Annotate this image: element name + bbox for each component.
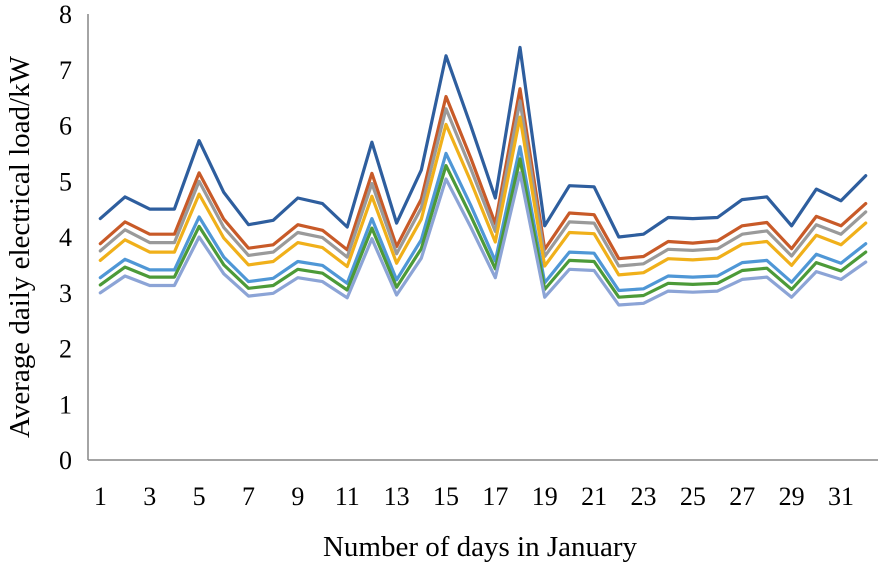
y-axis-title: Average daily electrical load/kW <box>4 55 36 438</box>
y-tick-label: 2 <box>59 335 72 364</box>
x-tick-label: 23 <box>630 482 656 511</box>
x-tick-label: 17 <box>482 482 508 511</box>
x-tick-label: 29 <box>779 482 805 511</box>
x-tick-label: 25 <box>680 482 706 511</box>
x-tick-label: 9 <box>291 482 304 511</box>
x-tick-label: 13 <box>384 482 410 511</box>
series-line-3 <box>98 99 868 268</box>
x-axis-ticks: 1 3 5 7 9 11 13 15 17 19 21 23 25 27 29 31 <box>94 482 854 511</box>
y-tick-label: 1 <box>59 390 72 419</box>
series-line-7 <box>98 171 868 307</box>
y-tick-label: 4 <box>59 223 72 252</box>
x-tick-label: 19 <box>532 482 558 511</box>
x-tick-label: 5 <box>193 482 206 511</box>
y-tick-label: 0 <box>59 446 72 475</box>
series-line-1 <box>98 45 868 239</box>
series-line-6 <box>98 157 868 299</box>
x-tick-label: 1 <box>94 482 107 511</box>
x-tick-label: 31 <box>828 482 854 511</box>
x-tick-label: 11 <box>335 482 360 511</box>
y-tick-label: 3 <box>59 279 72 308</box>
series-layer <box>98 45 868 307</box>
series-line-4 <box>98 115 868 277</box>
y-tick-label: 8 <box>59 0 72 29</box>
y-tick-label: 5 <box>59 167 72 196</box>
y-tick-label: 6 <box>59 112 72 141</box>
y-tick-label: 7 <box>59 56 72 85</box>
series-line-5 <box>98 145 868 293</box>
x-axis-title: Number of days in January <box>323 531 638 563</box>
y-axis-ticks: 0 1 2 3 4 5 6 7 8 <box>59 0 72 475</box>
series-line-2 <box>98 87 868 261</box>
x-tick-label: 7 <box>242 482 255 511</box>
x-tick-label: 3 <box>143 482 156 511</box>
x-tick-label: 21 <box>581 482 607 511</box>
x-tick-label: 15 <box>433 482 459 511</box>
x-tick-label: 27 <box>729 482 755 511</box>
